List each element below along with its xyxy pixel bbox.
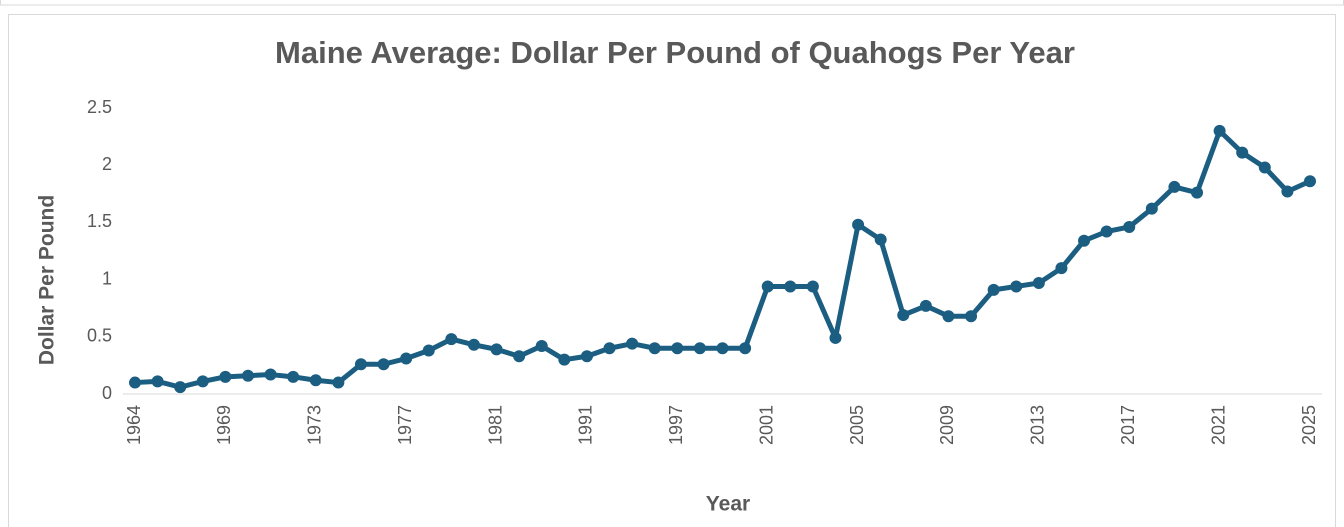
marker (196, 375, 209, 388)
x-tick-label: 1981 (485, 405, 505, 445)
x-tick-label: 1964 (124, 405, 144, 445)
marker (1055, 262, 1068, 275)
marker (219, 370, 232, 383)
marker (919, 299, 932, 312)
marker (422, 344, 435, 357)
x-tick-label: 1991 (576, 405, 596, 445)
marker (671, 342, 684, 355)
chart-frame (8, 14, 1336, 527)
marker (445, 333, 458, 346)
marker (897, 309, 910, 322)
marker (806, 280, 819, 293)
marker (264, 368, 277, 381)
marker (761, 280, 774, 293)
x-tick-label: 2021 (1208, 405, 1228, 445)
marker (852, 218, 865, 231)
y-tick-label: 1 (102, 268, 112, 288)
marker (693, 342, 706, 355)
marker (942, 310, 955, 323)
marker (287, 370, 300, 383)
x-tick-label: 2013 (1028, 405, 1048, 445)
marker (1304, 175, 1316, 188)
marker (241, 369, 254, 382)
marker (784, 280, 797, 293)
top-frame (0, 0, 1344, 6)
marker (490, 343, 503, 356)
y-tick-label: 2.5 (87, 97, 112, 117)
x-tick-label: 1973 (305, 405, 325, 445)
x-tick-label: 2025 (1299, 405, 1319, 445)
marker (129, 376, 141, 389)
marker (1213, 124, 1226, 137)
marker (716, 342, 729, 355)
x-tick-label: 1969 (214, 405, 234, 445)
marker (1145, 202, 1158, 215)
marker (467, 338, 480, 351)
chart-title: Maine Average: Dollar Per Pound of Quaho… (275, 35, 1075, 70)
marker (1168, 180, 1181, 193)
marker (513, 350, 526, 363)
marker (1236, 146, 1249, 159)
marker (626, 337, 639, 350)
marker (1258, 161, 1271, 174)
marker (965, 310, 978, 323)
x-tick-label: 2009 (937, 405, 957, 445)
marker (332, 376, 345, 389)
x-axis-title: Year (706, 493, 750, 516)
marker (309, 374, 322, 387)
y-tick-label: 0.5 (87, 326, 112, 346)
marker (1010, 280, 1023, 293)
marker (535, 339, 548, 352)
x-tick-label: 1997 (666, 405, 686, 445)
y-axis-title: Dollar Per Pound (36, 195, 59, 365)
marker (354, 358, 367, 371)
y-tick-label: 1.5 (87, 211, 112, 231)
marker (558, 353, 571, 366)
marker (739, 342, 752, 355)
marker (648, 342, 661, 355)
marker (874, 233, 887, 246)
marker (1032, 277, 1045, 290)
marker (400, 352, 413, 365)
marker (377, 358, 390, 371)
x-tick-label: 2005 (847, 405, 867, 445)
y-tick-label: 0 (102, 383, 112, 403)
marker (1078, 234, 1091, 247)
marker (1123, 220, 1136, 233)
marker (1281, 185, 1294, 198)
marker (987, 283, 1000, 296)
x-tick-label: 2017 (1118, 405, 1138, 445)
marker (829, 331, 842, 344)
marker (174, 381, 187, 394)
y-tick-label: 2 (102, 154, 112, 174)
marker (580, 350, 593, 363)
marker (151, 375, 164, 388)
x-tick-label: 2001 (756, 405, 776, 445)
marker (1100, 225, 1113, 238)
marker (603, 342, 616, 355)
x-tick-label: 1977 (395, 405, 415, 445)
marker (1191, 186, 1204, 199)
